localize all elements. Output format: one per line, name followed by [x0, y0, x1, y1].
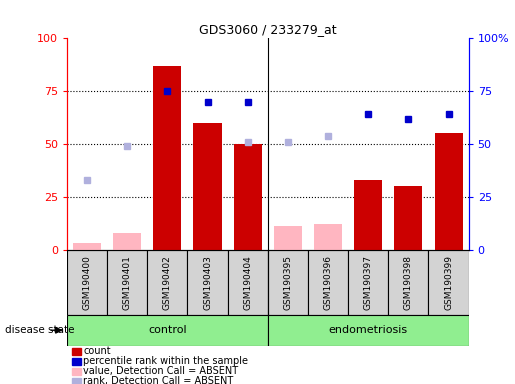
Text: GSM190404: GSM190404 — [243, 255, 252, 310]
Bar — [388, 250, 428, 315]
Bar — [428, 250, 469, 315]
Text: GSM190396: GSM190396 — [323, 255, 333, 310]
Bar — [228, 250, 268, 315]
Text: disease state: disease state — [5, 325, 75, 335]
Bar — [354, 180, 382, 250]
Text: GSM190397: GSM190397 — [364, 255, 373, 310]
Bar — [73, 243, 101, 250]
Text: value, Detection Call = ABSENT: value, Detection Call = ABSENT — [83, 366, 238, 376]
Text: GSM190399: GSM190399 — [444, 255, 453, 310]
Bar — [194, 123, 221, 250]
Bar — [234, 144, 262, 250]
Bar — [147, 250, 187, 315]
Bar — [67, 250, 107, 315]
Bar — [268, 250, 308, 315]
Text: GSM190398: GSM190398 — [404, 255, 413, 310]
Text: GSM190401: GSM190401 — [123, 255, 132, 310]
Text: GSM190400: GSM190400 — [82, 255, 92, 310]
Bar — [153, 66, 181, 250]
Text: GSM190402: GSM190402 — [163, 255, 172, 310]
Bar — [308, 250, 348, 315]
Bar — [107, 250, 147, 315]
Bar — [348, 250, 388, 315]
Text: GSM190395: GSM190395 — [283, 255, 293, 310]
Bar — [274, 227, 302, 250]
Bar — [113, 233, 141, 250]
Bar — [67, 315, 268, 346]
Text: percentile rank within the sample: percentile rank within the sample — [83, 356, 248, 366]
Bar — [187, 250, 228, 315]
Text: endometriosis: endometriosis — [329, 325, 408, 335]
Title: GDS3060 / 233279_at: GDS3060 / 233279_at — [199, 23, 337, 36]
Text: control: control — [148, 325, 187, 335]
Bar — [314, 224, 342, 250]
Bar — [394, 186, 422, 250]
Text: count: count — [83, 346, 111, 356]
Text: rank, Detection Call = ABSENT: rank, Detection Call = ABSENT — [83, 376, 234, 384]
Bar — [435, 134, 462, 250]
Text: GSM190403: GSM190403 — [203, 255, 212, 310]
Bar — [268, 315, 469, 346]
